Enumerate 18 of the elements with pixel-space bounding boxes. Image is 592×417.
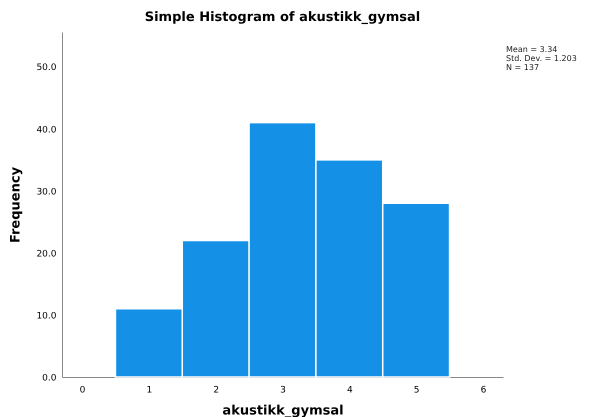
text: Mean = 3.34 — [506, 45, 558, 54]
x-tick-label: 1 — [146, 386, 152, 396]
chart-title: Simple Histogram of akustikk_gymsal — [144, 10, 420, 25]
y-tick-label: 50.0 — [36, 63, 57, 74]
y-tick-label: 40.0 — [36, 125, 57, 136]
text: Std. Dev. = 1.203 — [506, 54, 577, 63]
x-tick-label: 6 — [480, 386, 487, 396]
x-tick-label: 4 — [346, 386, 353, 396]
y-tick-label: 20.0 — [36, 249, 57, 260]
text: N = 137 — [506, 63, 540, 72]
y-tick-label: 10.0 — [36, 311, 57, 322]
x-tick-label: 2 — [213, 386, 220, 396]
y-tick-label: 30.0 — [36, 187, 57, 198]
x-tick-label: 5 — [414, 386, 420, 396]
y-axis-title: Frequency — [8, 166, 24, 244]
y-tick-label: 0.0 — [42, 374, 57, 384]
x-tick-label: 3 — [280, 386, 286, 396]
x-tick-label: 0 — [80, 386, 86, 396]
